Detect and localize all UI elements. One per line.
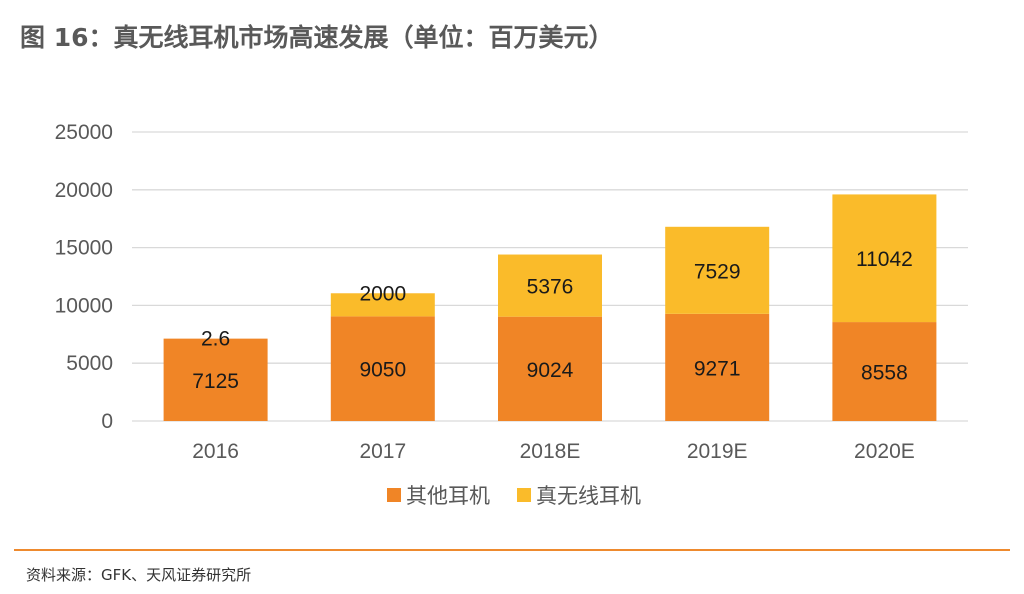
x-tick-label: 2017: [359, 440, 406, 463]
x-tick-label: 2020E: [854, 440, 915, 463]
bar-segment: [498, 254, 602, 317]
legend-label: 其他耳机: [406, 485, 490, 508]
legend-swatch: [517, 488, 531, 502]
x-tick-label: 2016: [192, 440, 239, 463]
x-axis-tick-labels: 2016 2017 2018E 2019E 2020E: [192, 440, 915, 463]
data-label: 5376: [527, 276, 574, 299]
y-tick-label: 25000: [55, 121, 113, 144]
y-tick-label: 15000: [55, 237, 113, 260]
legend: 其他耳机 真无线耳机: [387, 485, 641, 508]
legend-label: 真无线耳机: [536, 485, 641, 508]
y-tick-label: 5000: [66, 352, 113, 375]
data-label: 2.6: [201, 328, 230, 351]
source-divider: [14, 549, 1010, 551]
bar-segment: [832, 194, 937, 323]
legend-swatch: [387, 488, 401, 502]
bar-segment: [330, 316, 435, 421]
x-tick-label: 2019E: [687, 440, 748, 463]
y-tick-label: 0: [101, 410, 113, 433]
data-label: 7125: [192, 370, 239, 393]
data-label: 9050: [359, 359, 406, 382]
y-tick-label: 20000: [55, 179, 113, 202]
data-label: 11042: [856, 248, 913, 271]
stacked-bar-chart: 0 5000 10000 15000 20000 25000 7125 2.6 9050 200…: [55, 121, 968, 508]
x-tick-label: 2018E: [520, 440, 581, 463]
y-axis-tick-labels: 0 5000 10000 15000 20000 25000: [55, 121, 113, 433]
bar-segment: [330, 293, 435, 317]
data-label: 9024: [527, 359, 574, 382]
bar-segment: [498, 316, 602, 421]
bar-segment: [665, 313, 770, 421]
bar-segment: [163, 338, 268, 421]
data-labels: 7125 2.6 9050 2000 9024 5376 9271 7529 8558 11042: [192, 248, 913, 393]
source-note: 资料来源：GFK、天风证券研究所: [26, 566, 252, 584]
data-label: 8558: [861, 362, 908, 385]
data-label: 9271: [694, 357, 741, 380]
bars: [163, 194, 937, 421]
figure-title: 图 16：真无线耳机市场高速发展（单位：百万美元）: [20, 23, 614, 52]
data-label: 2000: [359, 282, 406, 305]
bar-segment: [832, 322, 937, 421]
data-label: 7529: [694, 260, 741, 283]
y-tick-label: 10000: [55, 294, 113, 317]
bar-segment: [665, 226, 770, 314]
